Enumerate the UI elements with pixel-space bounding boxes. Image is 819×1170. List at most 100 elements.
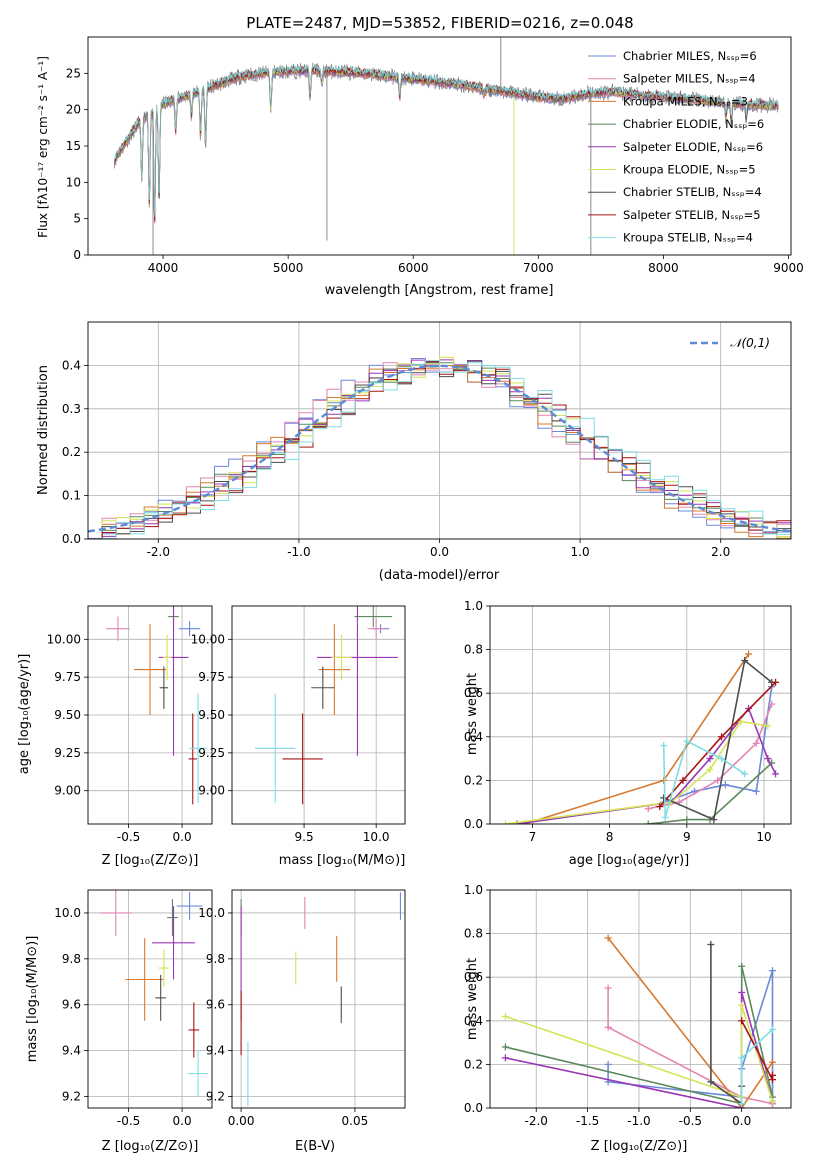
age-vs-z-plot: -0.5 0.0 9.00 9.25 9.50 9.75 10.00 [47,605,213,844]
axes-frame [231,605,406,825]
y-tick-label: 9.2 [206,1090,225,1104]
weight-vs-z-panel: -2.0 -1.5 -1.0 -0.5 0.0 0.0 0.2 0.4 0.6 0.8 1.0 Z … [464,883,792,1154]
residual-xlabel: (data-model)/error [379,568,500,583]
y-tick-label: 0.4 [62,358,81,372]
y-tick-label: 25 [66,66,81,80]
x-tick-label: 8 [606,830,614,844]
weight-series-line [607,937,774,1108]
x-tick-label: 9.5 [295,830,314,844]
x-tick-label: 9000 [773,261,804,275]
age_vs_Z-plot-area [88,606,212,824]
y-tick-label: 0.4 [464,730,483,744]
mass-vs-ebv-plot: 0.00 0.05 9.2 9.4 9.6 9.8 10.0 [198,889,406,1128]
legend-label: 𝒩(0,1) [730,336,770,350]
x-tick-label: 0.00 [228,1114,255,1128]
y-tick-label: 9.50 [54,708,81,722]
x-tick-label: 0.0 [173,830,192,844]
weight-series-line [663,659,773,821]
residual-ylabel: Normed distribution [36,365,51,495]
model-spectrum-line [113,64,779,217]
y-tick-label: 10.00 [47,632,81,646]
x-tick-label: 9 [683,830,691,844]
age-vs-z-ylabel: age [log₁₀(age/yr)] [17,654,32,775]
x-tick-label: -1.5 [576,1114,599,1128]
spectrum-plot: 4000 5000 6000 7000 8000 9000 0 5 10 15 20 25 Chabri… [66,36,804,275]
weight-series-line [505,1005,774,1102]
x-tick-label: 10 [756,830,771,844]
mass-vs-z-panel: -0.5 0.09.29.49.69.810.0 Z [log₁₀(Z/Z⊙)] … [25,889,213,1154]
age-vs-z-xlabel: Z [log₁₀(Z/Z⊙)] [102,853,199,868]
y-tick-label: 0.0 [62,532,81,546]
x-tick-label: 7000 [523,261,554,275]
spectrum-panel: 4000 5000 6000 7000 8000 9000 0 5 10 15 20 25 Chabri… [36,36,804,298]
y-tick-label: 9.25 [54,746,81,760]
weight-series-line [662,740,746,818]
y-tick-label: 0.0 [464,1101,483,1115]
weight-vs-age-panel: 7 8 9 10 0.0 0.2 0.4 0.6 0.8 1.0 age [log₁₀(age/y… [464,599,792,868]
x-tick-label: -0.5 [117,1114,140,1128]
age_vs_mass-plot-area [232,606,405,824]
x-tick-label: 7 [529,830,537,844]
weight-series-line [648,762,773,824]
legend-label: Chabrier MILES, Nₛₛₚ=6 [623,49,757,63]
age-vs-mass-xlabel: mass [log₁₀(M/M⊙)] [279,853,406,868]
y-tick-label: 9.6 [206,998,225,1012]
mass-vs-ebv-xlabel: E(B-V) [295,1139,335,1154]
x-tick-label: -1.0 [287,545,310,559]
y-tick-label: 0.8 [464,927,483,941]
x-tick-label: 1.0 [571,545,590,559]
legend-label: Salpeter MILES, Nₛₛₚ=4 [623,72,756,86]
x-tick-label: -2.0 [525,1114,548,1128]
legend-label: Chabrier ELODIE, Nₛₛₚ=6 [623,117,764,131]
mass-vs-z-xlabel: Z [log₁₀(Z/Z⊙)] [102,1139,199,1154]
y-tick-label: 0.2 [62,445,81,459]
mass_vs_Z-plot-area [88,890,212,1108]
y-tick-label: 0 [73,248,81,262]
axes-frame [489,889,792,1109]
x-tick-label: -0.5 [679,1114,702,1128]
normal-curve [88,364,791,533]
x-tick-label: 0.0 [173,1114,192,1128]
y-tick-label: 9.4 [62,1044,81,1058]
y-tick-label: 9.50 [198,708,225,722]
spectrum-plot-area [113,37,779,255]
y-tick-label: 9.2 [62,1090,81,1104]
x-tick-label: 2.0 [711,545,730,559]
y-tick-label: 0.3 [62,402,81,416]
y-tick-label: 10.0 [198,906,225,920]
x-tick-label: 6000 [398,261,429,275]
residual-panel: -2.0 -1.0 0.0 1.0 2.0 0.0 0.1 0.2 0.3 0.4 𝒩(0,1) (… [36,321,792,583]
y-tick-label: 10 [66,175,81,189]
age-vs-mass-panel: 9.5 10.0 9.00 9.25 9.50 9.75 10.00 mass [log₁₀… [191,605,406,868]
weight_vs_age-plot-area [490,606,791,824]
y-tick-label: 0.1 [62,489,81,503]
spectrum-xlabel: wavelength [Angstrom, rest frame] [325,283,554,298]
legend-label: Kroupa MILES, Nₛₛₚ=3 [623,94,748,108]
figure-title: PLATE=2487, MJD=53852, FIBERID=0216, z=0… [246,14,633,32]
x-tick-label: 5000 [273,261,304,275]
weight-vs-z-plot: -2.0 -1.5 -1.0 -0.5 0.0 0.0 0.2 0.4 0.6 0.8 1.0 [464,883,792,1128]
x-tick-label: 0.0 [430,545,449,559]
weight-vs-z-ylabel: mass weight [465,958,480,1040]
y-tick-label: 9.75 [198,670,225,684]
weight-series-line [710,944,743,1106]
weight-series-line [516,706,777,824]
y-tick-label: 0.0 [464,817,483,831]
mass_vs_ebv-plot-area [232,890,405,1108]
weight-series-line [607,988,773,1105]
y-tick-label: 9.00 [54,784,81,798]
weight-vs-age-ylabel: mass weight [465,673,480,755]
x-tick-label: 8000 [648,261,679,275]
weight_vs_Z-plot-area [490,890,791,1108]
residual-histogram-series [88,360,791,539]
y-tick-label: 1.0 [464,883,483,897]
axes-frame [87,889,213,1109]
legend-label: Salpeter ELODIE, Nₛₛₚ=6 [623,140,763,154]
axes-frame [87,36,792,256]
weight-series-line [524,653,750,824]
y-tick-label: 9.25 [198,746,225,760]
axes-frame [489,605,792,825]
y-tick-label: 0.4 [464,1014,483,1028]
y-tick-label: 0.2 [464,1057,483,1071]
